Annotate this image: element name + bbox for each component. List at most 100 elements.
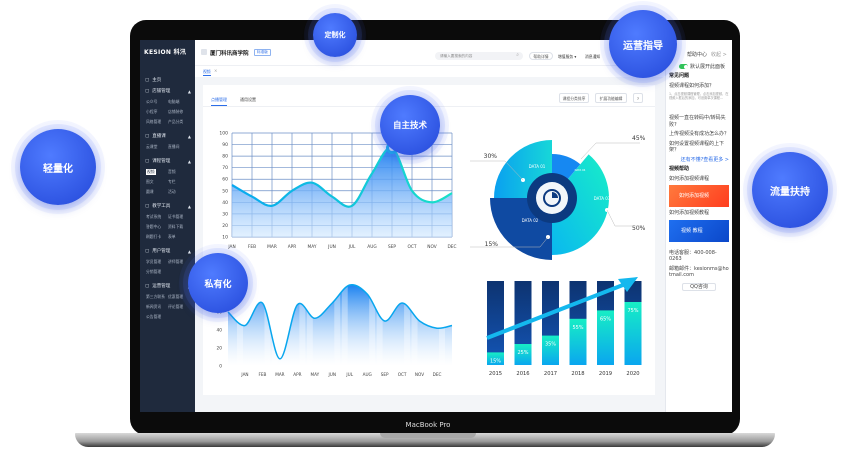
feature-bubble: 流量扶持 [752, 152, 828, 228]
video-caption: 如何添加视频 [679, 193, 710, 199]
breadcrumb-video[interactable]: 视频 [203, 69, 211, 76]
sidebar-item[interactable]: 考试系统 [146, 214, 162, 219]
sidebar-item[interactable]: 评论管理 [168, 304, 184, 309]
sidebar-group[interactable]: ▢运营管理▲ [145, 283, 191, 290]
close-tab-icon[interactable]: × [214, 68, 218, 73]
chevron-up-icon: ▲ [187, 248, 191, 254]
faq-title: 常见问题 [669, 73, 690, 79]
sidebar-item[interactable]: 专栏 [168, 179, 176, 184]
sidebar-item[interactable]: 答题中心 [146, 224, 162, 229]
group-label: 运营管理 [152, 284, 171, 289]
search-icon[interactable]: ⌕ [516, 52, 519, 58]
sidebar-group[interactable]: ▢ 用户管理 ▲ [145, 248, 191, 255]
breadcrumb: 视频 × [195, 65, 665, 77]
sidebar-item[interactable]: 云课堂 [146, 144, 158, 149]
video-thumb[interactable]: 如何添加视频 [669, 185, 729, 207]
search-input[interactable]: 请输入要搜索的内容 ⌕ [435, 52, 523, 60]
sidebar-item[interactable]: 证书管理 [168, 214, 184, 219]
help-button[interactable]: ? [633, 93, 643, 103]
tab-vod[interactable]: 点播管理 [211, 97, 227, 106]
sidebar-item[interactable]: 公告管理 [146, 314, 162, 319]
screen: KESION 科汛 ▢ 主页 ▢ 店铺管理 ▲ 公众号 电脑端 小程序 店铺装修 风格管理 产品分类… [140, 40, 732, 412]
group-icon: ▢ [145, 248, 150, 254]
group-icon: ▢ [145, 203, 150, 209]
group-icon: ▢ [145, 133, 150, 139]
video-thumb[interactable]: 视频 教程 [669, 219, 729, 242]
faq-answer: 1、点击视频课程管理，点击添加视频，在视频入框后的添加，可设置单次课程... [669, 92, 729, 101]
help-detail-button[interactable]: 帮助详情 [529, 52, 553, 60]
laptop-base [75, 433, 775, 447]
sidebar-item[interactable]: 图文 [146, 179, 154, 184]
video-help-title: 视频帮助 [669, 166, 690, 172]
faq-item[interactable]: 视频课程如何添加？ [669, 82, 715, 89]
tab-settings[interactable]: 通用设置 [240, 97, 256, 102]
sidebar-item[interactable]: 直播间 [168, 144, 180, 149]
sidebar-item[interactable]: 讲师管理 [168, 259, 184, 264]
chevron-up-icon: ▲ [187, 133, 191, 139]
group-label: 课程管理 [152, 159, 171, 164]
sidebar-item[interactable]: 学员管理 [146, 259, 162, 264]
feature-bubble: 自主技术 [380, 95, 440, 155]
group-label: 用户管理 [152, 249, 171, 254]
feature-bubble: 私有化 [188, 253, 248, 313]
feature-bubble: 运营指导 [609, 10, 677, 78]
sort-category-button[interactable]: 课程分类排序 [559, 93, 589, 103]
sidebar-item[interactable]: 电脑端 [168, 99, 180, 104]
sidebar-group[interactable]: ▢ 店铺管理 ▲ [145, 88, 191, 95]
chevron-up-icon: ▲ [187, 158, 191, 164]
page-title: 厦门科讯商学院 [210, 51, 249, 57]
feature-bubble: 定制化 [313, 13, 357, 57]
sidebar-item[interactable]: 分销管理 [146, 269, 162, 274]
sidebar-item[interactable]: 风格管理 [146, 119, 162, 124]
help-panel: 帮助中心 收起 > 默认展开此面板 常见问题 视频课程如何添加？ 1、点击视频课… [665, 40, 732, 412]
extend-edit-button[interactable]: 扩展功能编辑 [595, 93, 627, 103]
sidebar-item[interactable]: 第三方联系 [146, 294, 165, 299]
group-label: 店铺管理 [152, 89, 171, 94]
email-text: 邮箱邮件：kesionms@hotmail.com [669, 265, 729, 279]
sidebar-item[interactable]: 公众号 [146, 99, 158, 104]
sidebar-item[interactable]: 音频 [168, 169, 176, 174]
collapse-button[interactable]: 收起 > [711, 52, 727, 58]
value-added-menu[interactable]: 增值服务 ▾ [558, 54, 577, 59]
group-icon: ▢ [145, 283, 150, 289]
sidebar-group[interactable]: ▢ 直播课 ▲ [145, 133, 191, 140]
video-link[interactable]: 如何添加视频教程 [669, 210, 710, 216]
group-label: 主页 [152, 78, 162, 83]
sidebar-item[interactable]: 小程序 [146, 109, 158, 114]
sidebar-item[interactable]: 资料下载 [168, 224, 184, 229]
sidebar-item[interactable]: 优惠管理 [168, 294, 184, 299]
faq-item[interactable]: 上传视频没有成功怎么办？ [669, 131, 730, 137]
panel-toggle[interactable] [679, 64, 688, 70]
notifications-button[interactable]: 消息通知 [585, 54, 601, 59]
faq-item[interactable]: 如何设置视频课程的上下架？ [669, 140, 725, 154]
sidebar-item[interactable]: 刷题打卡 [146, 234, 162, 239]
sidebar-group[interactable]: ▢ 主页 [145, 77, 191, 84]
help-center-label: 帮助中心 [687, 52, 708, 58]
device-label: MacBook Pro [405, 421, 451, 429]
sidebar-item[interactable]: 圆课 [146, 189, 154, 194]
video-link[interactable]: 如何添加视频课程 [669, 175, 710, 182]
qq-button[interactable]: QQ咨询 [682, 282, 716, 291]
video-caption: 视频 教程 [681, 227, 703, 234]
sidebar-item[interactable]: 新闻资讯 [146, 304, 162, 309]
phone-text: 电话客服：400-008-0263 [669, 249, 717, 263]
sidebar-item[interactable]: 活动 [168, 189, 176, 194]
sidebar-item[interactable]: 视频 [146, 169, 156, 175]
sidebar: KESION 科汛 ▢ 主页 ▢ 店铺管理 ▲ 公众号 电脑端 小程序 店铺装修 风格管理 产品分类… [140, 40, 195, 412]
more-link[interactable]: 还有不懂?查看更多 > [680, 156, 729, 163]
toggle-label: 默认展开此面板 [690, 63, 726, 70]
group-icon: ▢ [145, 88, 150, 94]
sidebar-group[interactable]: ▢ 课程管理 ▲ [145, 158, 191, 165]
sidebar-item[interactable]: 产品分类 [168, 119, 184, 124]
chevron-up-icon: ▲ [187, 88, 191, 94]
group-label: 教学工具 [152, 204, 171, 209]
group-label: 直播课 [152, 134, 166, 139]
sidebar-item[interactable]: 店铺装修 [168, 109, 184, 114]
laptop-notch [380, 433, 476, 438]
sidebar-group[interactable]: ▢ 教学工具 ▲ [145, 203, 191, 210]
group-icon: ▢ [145, 158, 150, 164]
header: 厦门科讯商学院 标准版 请输入要搜索的内容 ⌕ 帮助详情 增值服务 ▾ 消息通知 [195, 40, 665, 65]
faq-item[interactable]: 视频一直在转码中/转码失败? [669, 115, 726, 128]
sidebar-item[interactable]: 表单 [168, 234, 176, 239]
logo: KESION 科汛 [144, 49, 187, 56]
